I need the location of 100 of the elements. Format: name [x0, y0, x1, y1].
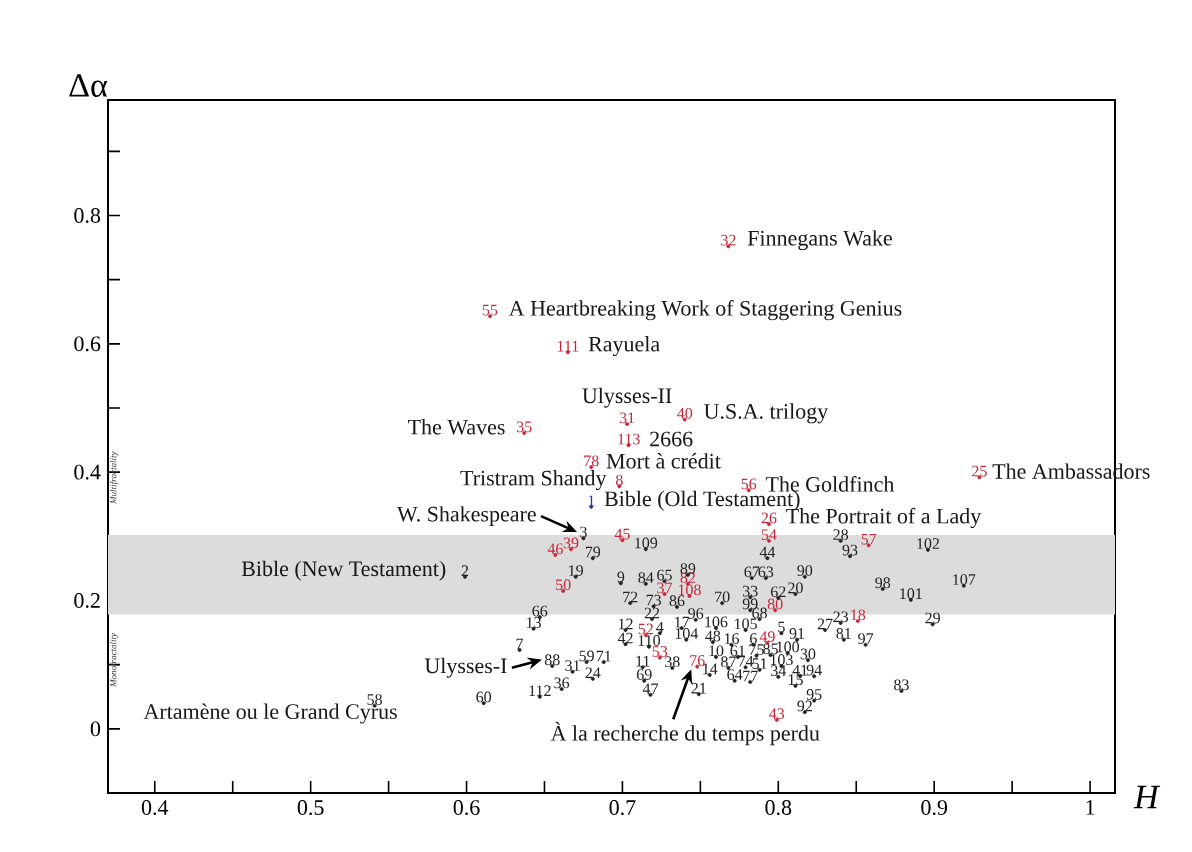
annotation: 14: [703, 663, 718, 675]
annotation: 32: [721, 234, 736, 246]
annotation: 90: [797, 565, 813, 576]
annotation: 87: [721, 656, 736, 668]
annotation: Multifractality: [109, 451, 119, 505]
annotation: 25: [972, 465, 987, 477]
annotation: 62: [770, 586, 786, 598]
annotation: Rayuela: [588, 336, 660, 357]
annotation: 73: [646, 594, 661, 606]
annotation: 103: [770, 654, 793, 666]
annotation: 16: [724, 633, 740, 644]
annotation: 23: [833, 611, 849, 623]
annotation: 112: [529, 685, 551, 696]
y-tick-label: 0.4: [74, 464, 101, 480]
annotation: 83: [894, 679, 909, 691]
annotation: 100: [777, 641, 800, 653]
annotation: U.S.A. trilogy: [704, 403, 829, 424]
annotation: 110: [638, 635, 661, 646]
annotation: 48: [705, 630, 721, 642]
annotation: 80: [767, 598, 783, 610]
annotation: 107: [953, 574, 976, 585]
annotation: 39: [563, 537, 579, 549]
annotation: 20: [788, 582, 803, 594]
annotation: 5: [778, 621, 785, 633]
annotation: 65: [657, 569, 672, 581]
annotation: 85: [763, 643, 778, 655]
annotation: 6: [750, 633, 757, 644]
annotation: 52: [638, 623, 653, 635]
annotation: 47: [642, 683, 659, 695]
annotation: 94: [806, 664, 822, 676]
x-tick-label: 0.9: [921, 800, 948, 816]
annotation: 57: [861, 533, 877, 545]
annotation: 21: [691, 682, 706, 694]
annotation: 15: [788, 674, 803, 686]
annotation: 36: [554, 677, 570, 689]
annotation: 28: [833, 529, 849, 541]
annotation: 29: [925, 612, 940, 624]
annotation: 37: [657, 582, 673, 594]
annotation: 55: [482, 304, 498, 316]
annotation: 2: [461, 565, 469, 576]
annotation: 59: [579, 650, 594, 662]
annotation: 102: [917, 538, 940, 550]
annotation: 43: [769, 708, 785, 720]
annotation: 3: [580, 526, 587, 538]
annotation: 31: [619, 412, 635, 424]
annotation: 33: [742, 585, 758, 597]
annotation: W. Shakespeare: [396, 506, 536, 527]
annotation: 49: [759, 631, 775, 643]
annotation: Ulysses-I: [424, 657, 507, 678]
annotation: À la recherche du temps perdu: [550, 721, 820, 746]
y-tick-label: 0: [90, 721, 101, 737]
annotation: 91: [789, 628, 805, 639]
annotation: 54: [761, 529, 777, 541]
annotation: 72: [623, 591, 638, 603]
annotation: 88: [544, 654, 560, 666]
annotation: 63: [758, 566, 774, 578]
annotation: 106: [705, 616, 728, 628]
x-axis-title: H: [1133, 785, 1161, 809]
annotation: 11: [636, 655, 650, 667]
x-tick-label: 0.4: [141, 800, 169, 816]
annotation: 60: [476, 691, 492, 703]
annotation: Monofractality: [109, 632, 119, 688]
annotation: 81: [836, 628, 851, 639]
annotation: 53: [652, 646, 668, 657]
annotation: 76: [690, 655, 705, 666]
annotation: 46: [547, 543, 563, 555]
y-tick-label: 0.2: [74, 593, 100, 608]
annotation: 96: [688, 608, 704, 619]
annotation: 24: [585, 667, 601, 678]
x-tick-label: 1: [1086, 800, 1095, 815]
annotation: 66: [532, 605, 548, 617]
y-axis-title: Δα: [69, 74, 108, 97]
annotation: 38: [665, 656, 680, 668]
annotation: 61: [730, 645, 745, 657]
annotation: 50: [556, 579, 571, 591]
annotation: 93: [842, 544, 858, 556]
annotation: 84: [638, 572, 654, 584]
annotation: 27: [817, 618, 833, 630]
annotation: 89: [680, 563, 696, 575]
annotation: 56: [741, 478, 757, 490]
annotation: 111: [557, 340, 579, 352]
annotation: 77: [743, 670, 758, 682]
annotation: 2666: [650, 431, 693, 447]
annotation: 31: [565, 660, 580, 671]
annotation: 9: [617, 571, 625, 583]
annotation: A Heartbreaking Work of Staggering Genius: [508, 300, 902, 321]
annotation: 8: [615, 474, 623, 486]
annotation: 82: [680, 572, 696, 584]
annotation: 42: [617, 632, 633, 644]
y-tick-label: 0.6: [74, 336, 101, 352]
annotation: 18: [851, 609, 866, 621]
annotation: 1: [588, 495, 595, 507]
annotation: 69: [636, 669, 652, 680]
annotation: 45: [614, 528, 630, 540]
annotation: Tristram Shandy: [460, 470, 607, 491]
annotation: 95: [806, 689, 822, 700]
annotation: 19: [569, 565, 583, 576]
annotation: 86: [669, 595, 685, 607]
annotation: 35: [516, 421, 532, 433]
annotation: Artamène ou le Grand Cyrus: [143, 703, 397, 724]
